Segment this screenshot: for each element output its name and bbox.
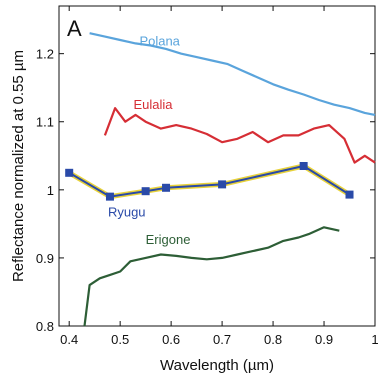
series-line-eulalia	[103, 106, 376, 164]
series-label-eulalia: Eulalia	[133, 97, 173, 112]
x-tick-label: 0.6	[162, 332, 180, 347]
y-tick-label: 0.8	[36, 319, 54, 334]
x-tick-label: 1	[371, 332, 378, 347]
ryugu-marker	[65, 168, 74, 177]
y-tick-label: 1.1	[36, 115, 54, 130]
ryugu-marker	[218, 180, 227, 189]
series-line-erigone	[83, 226, 340, 327]
y-tick-label: 0.9	[36, 251, 54, 266]
x-tick-label: 0.4	[60, 332, 78, 347]
y-tick-label: 1	[47, 183, 54, 198]
x-tick-label: 0.8	[264, 332, 282, 347]
series-label-erigone: Erigone	[146, 232, 191, 247]
ryugu-marker	[105, 192, 114, 201]
ryugu-marker	[162, 183, 171, 192]
y-axis-label: Reflectance normalized at 0.55 µm	[10, 50, 27, 282]
ryugu-marker	[141, 187, 150, 196]
x-tick-label: 0.7	[213, 332, 231, 347]
ryugu-band	[67, 163, 351, 200]
series-line-polana	[89, 32, 376, 116]
plot-frame	[58, 5, 376, 327]
ryugu-marker	[345, 190, 354, 199]
x-tick-label: 0.5	[111, 332, 129, 347]
x-tick-label: 0.9	[315, 332, 333, 347]
series-label-polana: Polana	[139, 33, 180, 48]
y-tick-label: 1.2	[36, 47, 54, 62]
ryugu-marker	[299, 162, 308, 170]
panel-letter: A	[67, 16, 82, 41]
tick-layer: 0.4 0.5 0.6 0.7 0.8 0.9 1 0.8 0.9 1 1.1 1.2	[36, 6, 378, 347]
series-label-ryugu: Ryugu	[108, 205, 146, 220]
x-axis-label: Wavelength (µm)	[160, 357, 274, 374]
